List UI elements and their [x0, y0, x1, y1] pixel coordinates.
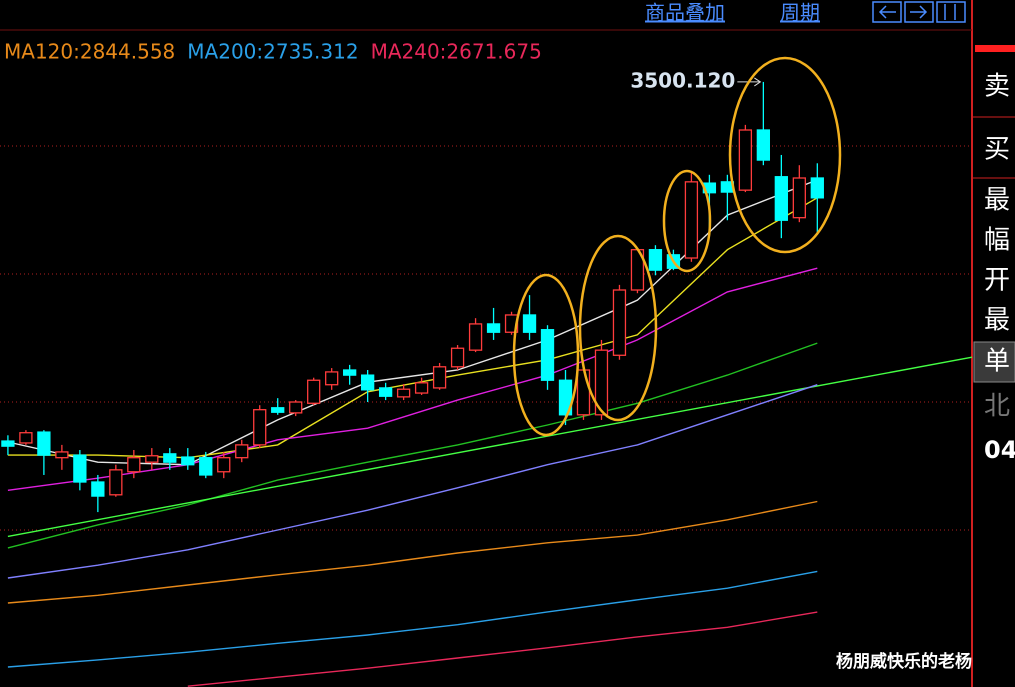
side-label: 北 [984, 392, 1010, 422]
candle-body [145, 455, 159, 463]
candle-body [360, 374, 375, 391]
candle-body [1, 440, 15, 447]
side-label: 开 [984, 266, 1010, 296]
candle-body [576, 369, 591, 416]
candle-body [235, 444, 249, 459]
candle-body [396, 388, 411, 398]
side-label: 买 [984, 135, 1010, 165]
highlight-ellipses [512, 56, 842, 437]
bar-icon [944, 4, 956, 20]
arrow-icon [910, 5, 928, 19]
candle-body [540, 329, 555, 381]
candle-body [648, 249, 663, 271]
candle-body [217, 457, 231, 473]
legend-entry: MA200:2735.312 [187, 40, 358, 64]
candle-body [343, 369, 357, 376]
candle-body [253, 409, 267, 446]
ma-line [7, 570, 818, 668]
candle-body [414, 382, 429, 394]
ma-line [7, 179, 818, 466]
ellipse [512, 273, 580, 437]
candle-body [738, 129, 753, 191]
ellipse [662, 169, 712, 273]
nav-end[interactable] [936, 1, 966, 23]
ellipse [728, 56, 842, 254]
candle-body [522, 314, 537, 333]
candle-body [756, 129, 771, 161]
candle-body [774, 176, 788, 221]
period-link[interactable]: 周期 [780, 1, 820, 25]
ma-line [187, 611, 818, 687]
candle-body [612, 289, 627, 356]
annotation-arrowhead [754, 77, 762, 87]
candle-body [289, 401, 303, 414]
candle-body [450, 347, 465, 368]
overlay-link[interactable]: 商品叠加 [645, 1, 725, 25]
side-label: 卖 [984, 72, 1010, 102]
plot-area: 3500.120 [0, 68, 973, 687]
side-label: 最 [984, 306, 1010, 336]
candle-body [810, 177, 824, 199]
side-label: 04 [984, 436, 1015, 464]
ma-line [7, 500, 818, 604]
candles: 3500.120 [1, 68, 824, 513]
candle-body [163, 453, 177, 463]
side-label: 幅 [984, 226, 1010, 256]
side-bar [975, 45, 1015, 52]
candle-body [307, 379, 321, 404]
candle-body [73, 454, 87, 483]
nav-right[interactable] [904, 1, 934, 23]
legend: MA120:2844.558 MA200:2735.312 MA240:2671.6… [4, 40, 542, 64]
ellipse [578, 234, 658, 422]
watermark: 杨朋威快乐的老杨 [836, 651, 972, 672]
side-highlight [973, 341, 1015, 383]
candle-body [271, 407, 285, 413]
ma-lines [7, 179, 973, 687]
candle-body [468, 323, 483, 351]
arrow-icon [878, 5, 896, 19]
legend-entry: MA240:2671.675 [371, 40, 542, 64]
candle-body [594, 349, 609, 416]
candle-body [181, 456, 195, 466]
nav-buttons[interactable] [872, 1, 966, 23]
annotation: 3500.120 [630, 68, 735, 92]
candle-body [432, 366, 447, 389]
legend-entry: MA120:2844.558 [4, 40, 175, 64]
candle-body [486, 323, 501, 333]
candle-body [127, 457, 141, 473]
ma-line [7, 356, 973, 538]
candle-body [378, 387, 393, 397]
candle-body [19, 432, 33, 444]
ma-line [7, 384, 818, 579]
candle-body [558, 379, 573, 416]
candle-body [684, 181, 699, 259]
candle-body [55, 451, 69, 459]
candle-body [109, 469, 123, 496]
candle-body [325, 371, 339, 386]
ma-line [7, 267, 818, 491]
candle-body [792, 177, 806, 219]
side-label[interactable]: 单 [984, 347, 1010, 377]
side-label: 最 [984, 186, 1010, 216]
nav-left[interactable] [872, 1, 902, 23]
ma-line [7, 342, 818, 549]
candle-body [199, 457, 213, 476]
candle-body [37, 431, 51, 456]
candle-body [91, 481, 105, 497]
ma-line [7, 197, 818, 459]
